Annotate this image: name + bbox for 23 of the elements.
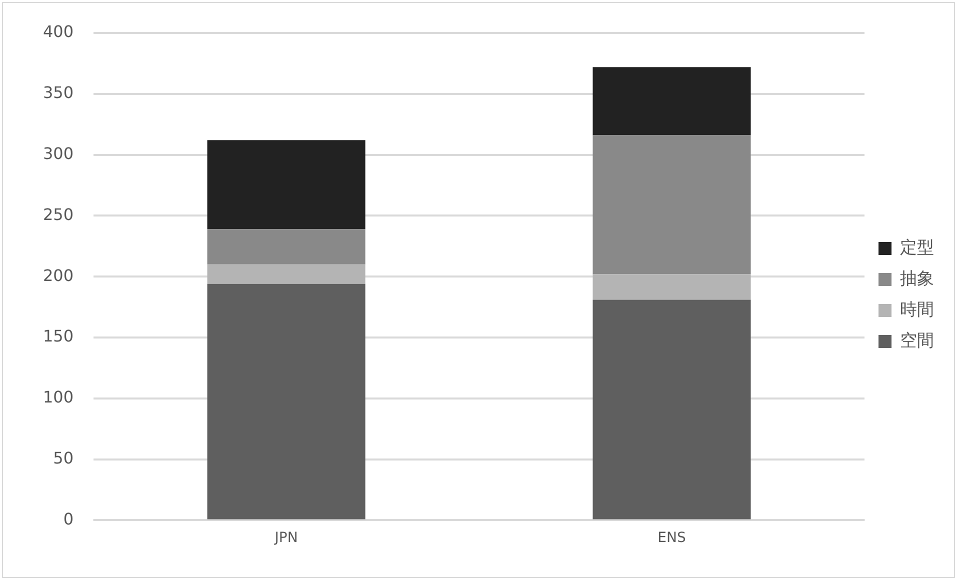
- legend-label: 抽象: [900, 268, 934, 289]
- x-tick-label: JPN: [274, 530, 298, 546]
- bar: [592, 300, 751, 520]
- legend-label: 時間: [900, 300, 934, 320]
- y-tick-label: 200: [42, 266, 74, 285]
- legend-label: 定型: [900, 238, 934, 258]
- y-tick-label: 50: [53, 448, 74, 468]
- y-tick-label: 350: [42, 83, 74, 102]
- bar: [592, 274, 751, 300]
- y-tick-label: 150: [42, 326, 74, 346]
- bar: [592, 135, 751, 274]
- y-tick-label: 0: [63, 509, 74, 528]
- bar: [207, 264, 366, 284]
- bar: [592, 67, 751, 136]
- y-tick-label: 300: [42, 144, 74, 163]
- x-tick-label: ENS: [658, 530, 686, 546]
- legend-label: 空間: [900, 330, 934, 351]
- bar: [207, 140, 366, 230]
- y-tick-label: 400: [42, 22, 74, 42]
- bar: [207, 229, 366, 264]
- bar: [207, 284, 366, 520]
- y-tick-label: 250: [42, 204, 74, 224]
- y-tick-label: 100: [42, 388, 74, 407]
